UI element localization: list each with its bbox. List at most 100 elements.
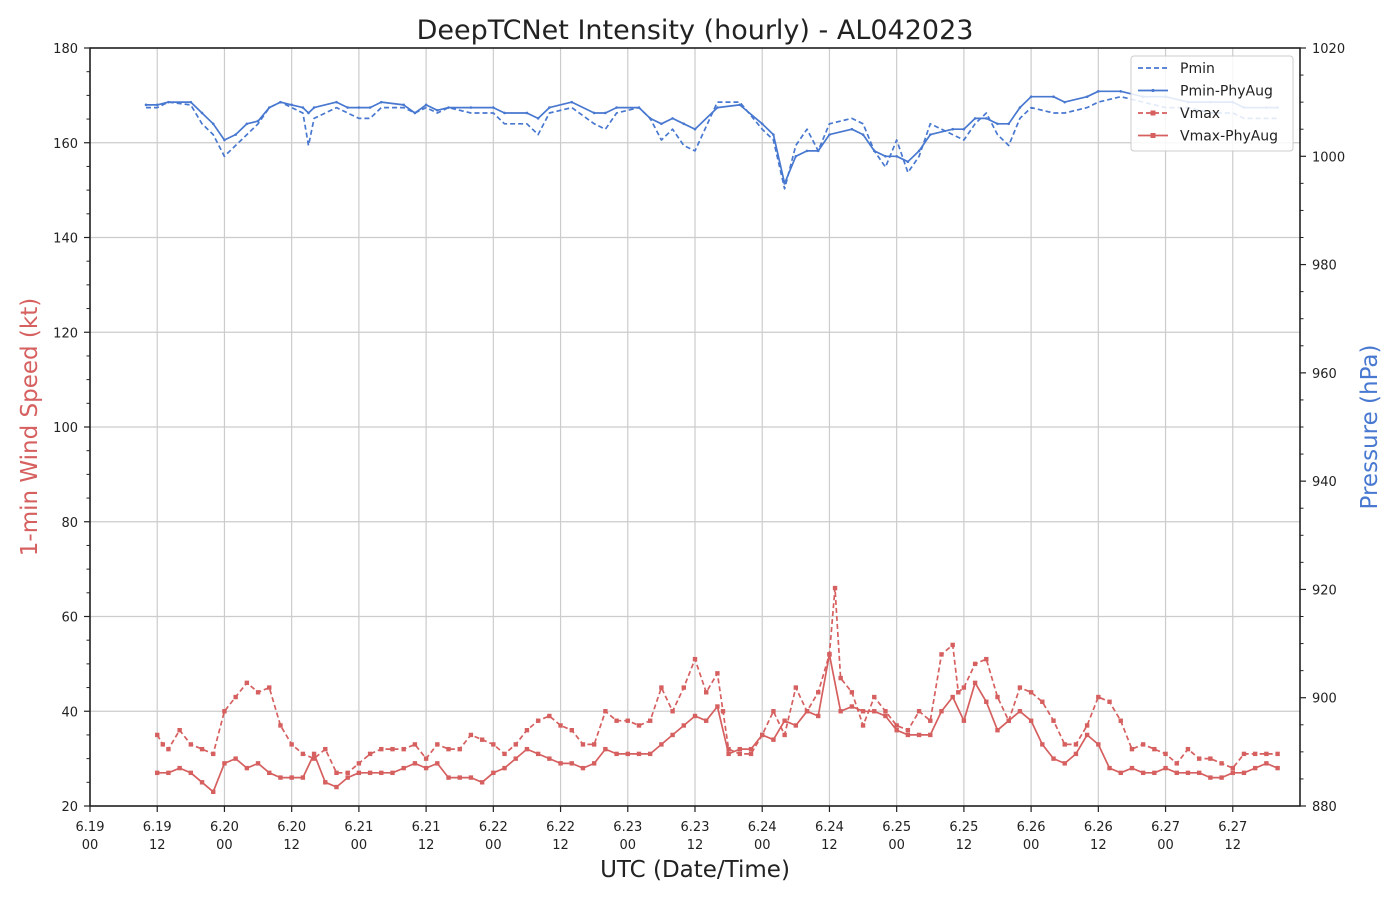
data-point — [367, 770, 373, 776]
y-right-tick-label: 940 — [1312, 475, 1337, 490]
data-point — [614, 718, 619, 723]
y-left-tick-label: 20 — [61, 800, 78, 815]
data-point — [570, 100, 574, 104]
data-point — [144, 103, 148, 107]
data-point — [1040, 742, 1045, 747]
data-point — [916, 732, 922, 738]
x-tick-label-date: 6.22 — [546, 820, 575, 835]
data-point — [1129, 746, 1135, 752]
data-point — [300, 775, 306, 780]
data-point — [1252, 751, 1258, 757]
data-point — [737, 751, 743, 757]
x-tick-label-hour: 12 — [418, 838, 435, 853]
y-right-tick-label: 960 — [1312, 367, 1337, 382]
x-tick-label-date: 6.26 — [1084, 820, 1113, 835]
data-point — [1096, 742, 1101, 747]
data-point — [356, 761, 362, 766]
series-vmax-phyaug — [155, 652, 1280, 794]
data-point — [1084, 732, 1090, 738]
data-point — [838, 675, 843, 681]
data-point — [828, 133, 831, 136]
y-right-tick-label: 920 — [1312, 583, 1337, 598]
data-point — [536, 117, 540, 120]
data-point — [222, 761, 227, 766]
data-point — [1140, 742, 1146, 747]
data-point — [1219, 775, 1224, 780]
y-left-tick-label: 60 — [61, 611, 78, 626]
data-point — [244, 680, 250, 686]
data-point — [1152, 770, 1157, 776]
y-left-tick-label: 100 — [53, 421, 78, 436]
y-left-tick-label: 180 — [53, 42, 78, 57]
y-right-tick-label: 1000 — [1312, 150, 1345, 165]
data-point — [861, 133, 865, 136]
data-point — [738, 103, 742, 107]
data-point — [160, 742, 166, 747]
data-point — [379, 746, 384, 752]
data-point — [289, 742, 294, 747]
data-point — [311, 751, 317, 757]
data-point — [793, 685, 799, 690]
data-point — [446, 746, 451, 752]
series-vmax — [155, 585, 1280, 776]
x-tick-label-hour: 12 — [821, 838, 838, 853]
data-point — [346, 106, 349, 109]
data-point — [972, 661, 978, 667]
data-point — [883, 713, 888, 719]
x-tick-label-date: 6.19 — [143, 820, 172, 835]
x-axis-label: UTC (Date/Time) — [600, 857, 790, 883]
legend-marker — [1150, 133, 1156, 138]
x-tick-label-hour: 12 — [1225, 838, 1242, 853]
data-point — [1140, 770, 1146, 776]
x-tick-label-hour: 00 — [888, 838, 905, 853]
legend-label-vmax: Vmax — [1180, 106, 1220, 122]
data-point — [402, 103, 406, 107]
data-point — [591, 742, 597, 747]
data-point — [513, 742, 518, 747]
data-point — [401, 746, 406, 752]
data-point — [637, 106, 641, 109]
x-tick-label-date: 6.20 — [210, 820, 239, 835]
data-point — [1252, 765, 1258, 771]
data-point — [1264, 751, 1269, 757]
data-point — [794, 154, 798, 158]
data-point — [872, 694, 877, 700]
data-point — [995, 694, 1000, 700]
data-point — [155, 103, 159, 107]
data-point — [950, 642, 955, 648]
data-point — [379, 100, 383, 104]
data-point — [883, 709, 888, 714]
data-point — [233, 694, 238, 700]
data-point — [1107, 765, 1112, 771]
data-point — [1084, 723, 1090, 728]
data-point — [692, 656, 698, 662]
data-point — [1219, 761, 1224, 766]
data-point — [961, 685, 967, 690]
data-point — [671, 117, 674, 120]
data-point — [1163, 765, 1168, 771]
data-point — [446, 775, 451, 780]
x-tick-label-hour: 00 — [1157, 838, 1174, 853]
data-point — [1017, 685, 1023, 690]
data-point — [816, 690, 821, 695]
data-point — [760, 732, 765, 738]
data-point — [1118, 770, 1123, 776]
chart-legend: Pmin Pmin-PhyAug Vmax Vmax-PhyAug — [1130, 55, 1294, 152]
data-point — [849, 704, 855, 709]
data-point — [1028, 718, 1034, 723]
x-tick-label-date: 6.27 — [1218, 820, 1247, 835]
data-point — [1073, 751, 1079, 757]
legend-label-pmin-phyaug: Pmin-PhyAug — [1180, 84, 1273, 100]
data-point — [1040, 699, 1045, 704]
data-point — [884, 154, 887, 158]
data-point — [312, 106, 316, 109]
data-point — [928, 718, 933, 723]
data-point — [547, 756, 552, 761]
data-point — [1028, 690, 1034, 695]
data-point — [1007, 122, 1011, 126]
data-point — [905, 728, 911, 733]
data-point — [166, 746, 171, 752]
data-point — [503, 111, 506, 115]
data-point — [580, 742, 586, 747]
data-point — [222, 709, 227, 714]
